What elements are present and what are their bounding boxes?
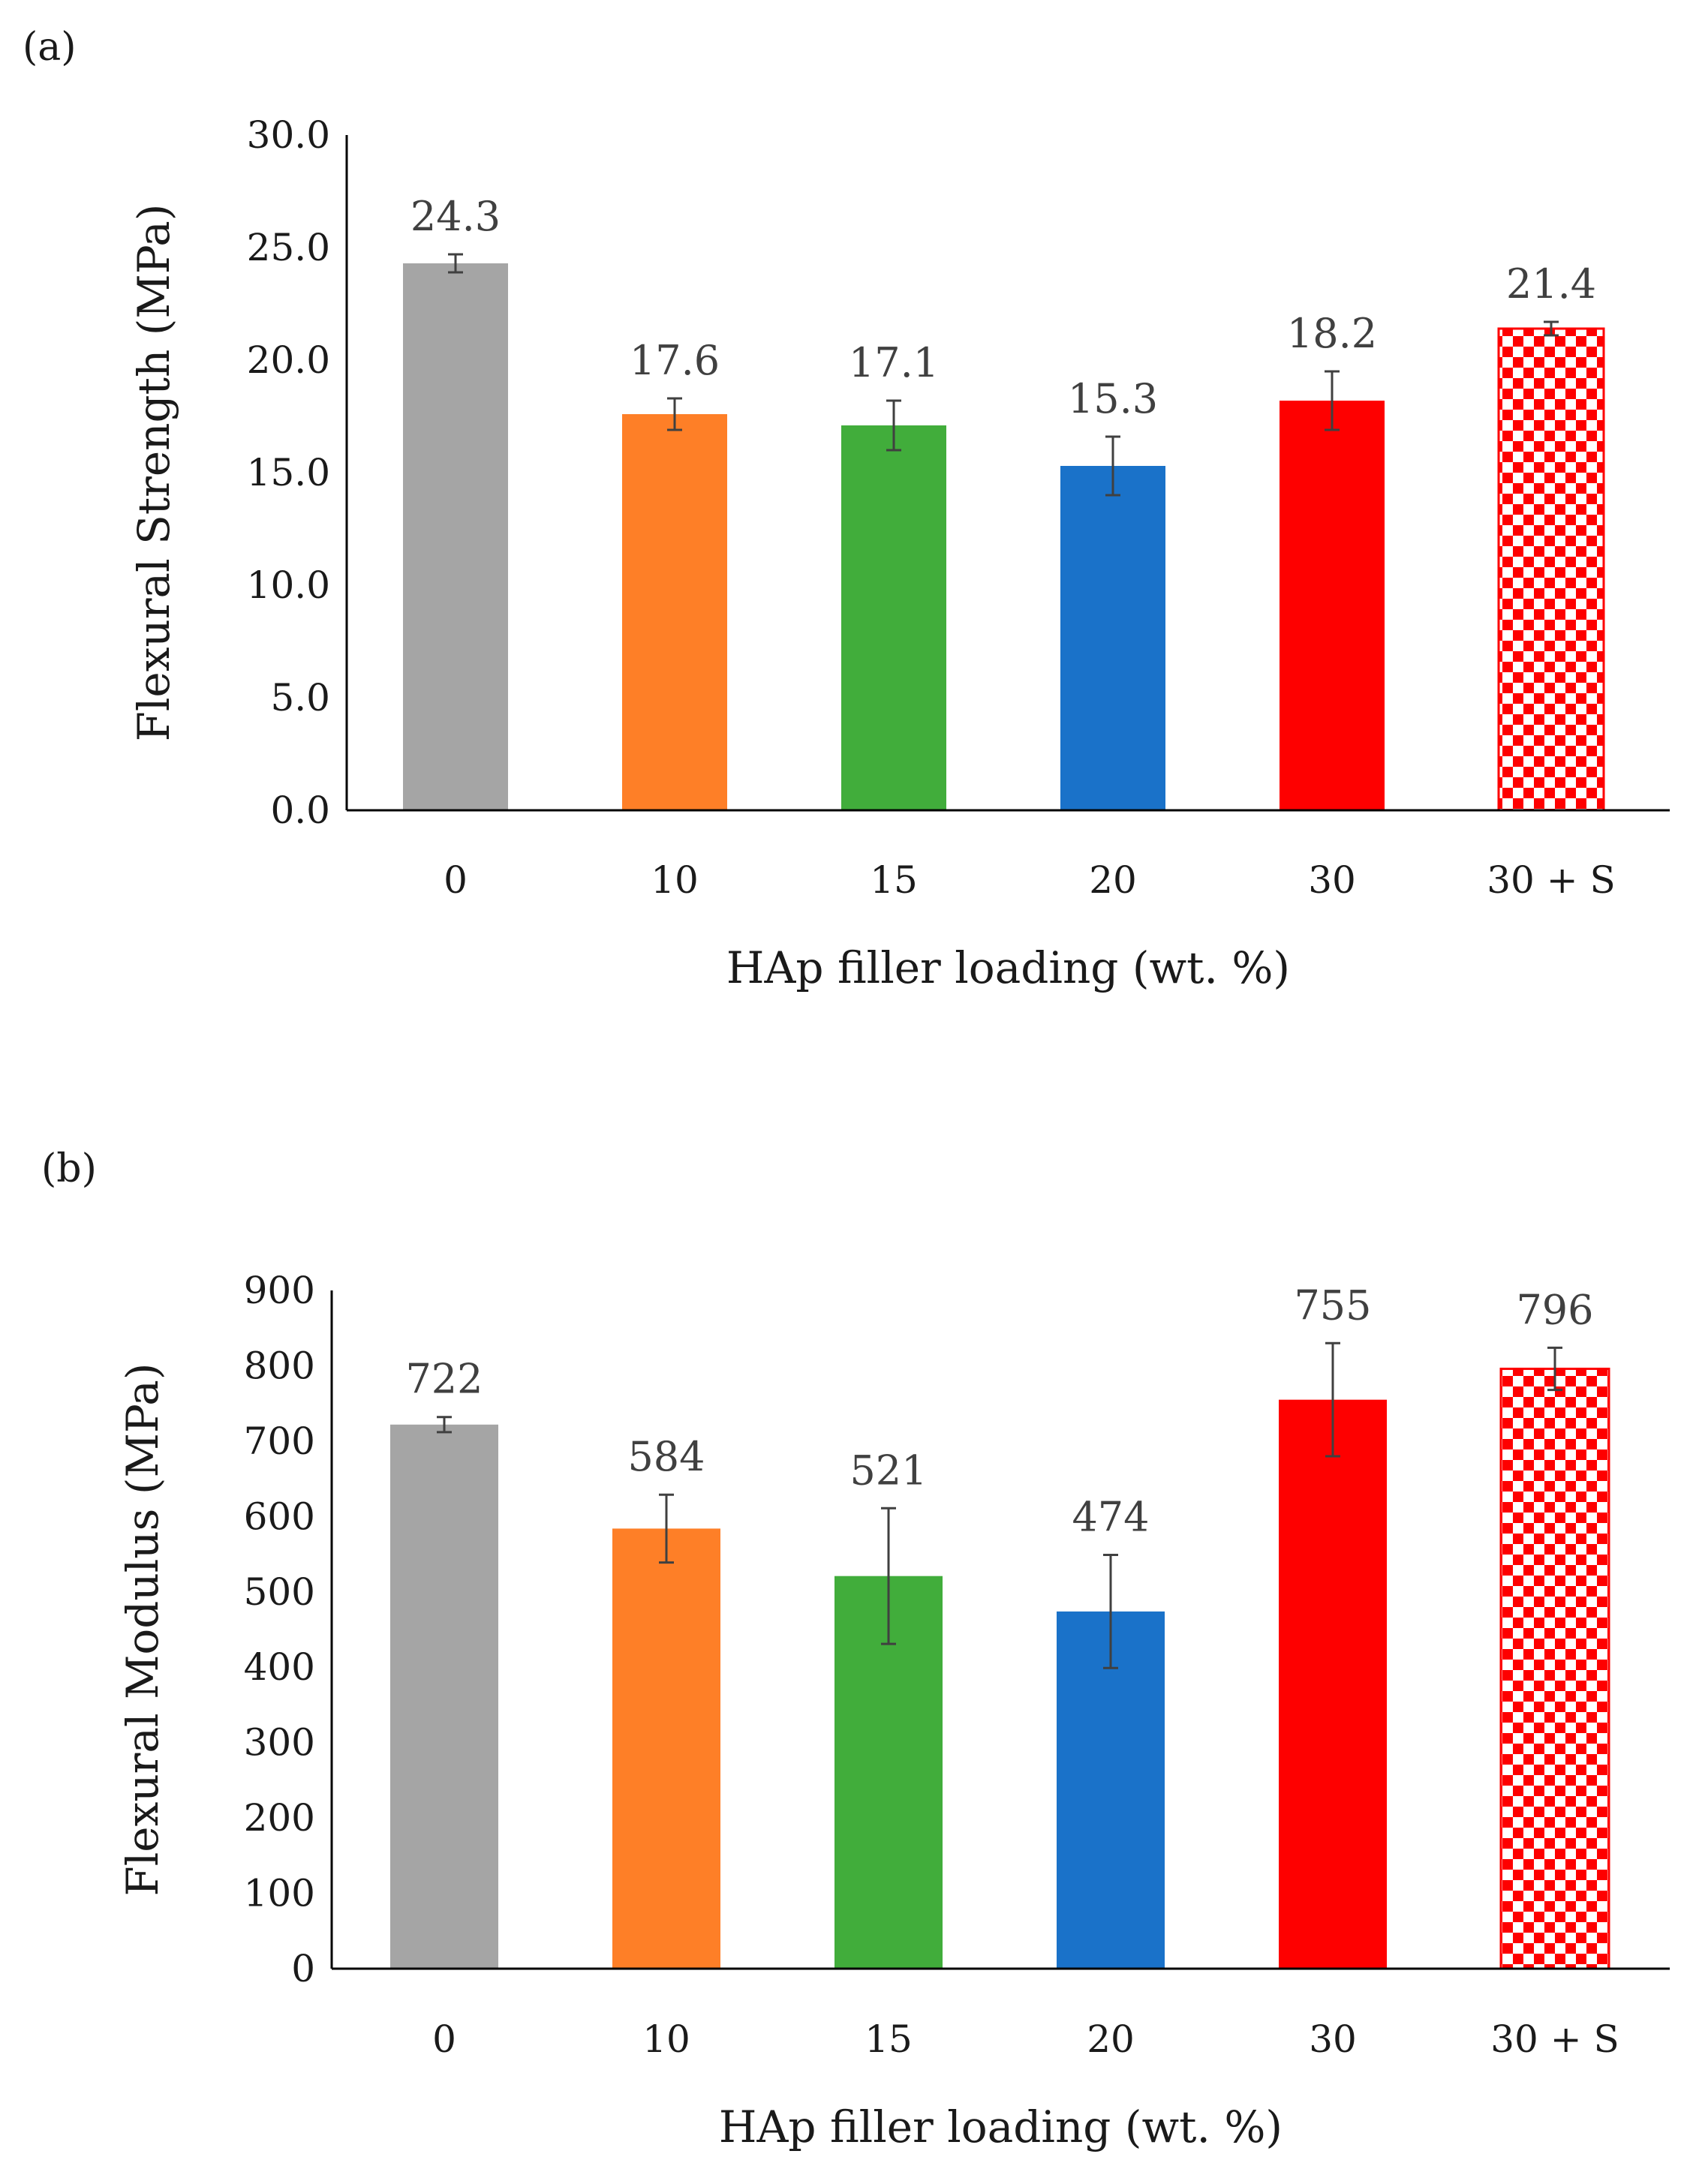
bar — [390, 1424, 498, 1969]
x-tick-label: 30 + S — [1490, 2017, 1619, 2061]
x-tick-label: 20 — [1087, 2017, 1135, 2061]
x-axis-title: HAp filler loading (wt. %) — [719, 2101, 1283, 2152]
x-tick-label: 20 — [1089, 858, 1137, 902]
y-tick-label: 400 — [244, 1645, 315, 1689]
x-tick-label: 30 + S — [1487, 858, 1616, 902]
data-label: 17.1 — [849, 339, 939, 386]
y-tick-label: 900 — [244, 1269, 315, 1312]
y-tick-label: 25.0 — [247, 226, 330, 269]
error-bar — [1325, 1341, 1340, 1458]
panel-b-flexural-modulus-chart: (b) 0 100 200 300 400 500 600 700 800 900 722 0 584 10… — [41, 1146, 1670, 2152]
y-tick-label: 30.0 — [247, 113, 330, 157]
y-tick-label: 300 — [244, 1721, 315, 1765]
error-bar — [667, 397, 682, 431]
bar — [1060, 466, 1165, 810]
data-label: 755 — [1294, 1281, 1371, 1329]
bar — [612, 1528, 720, 1969]
bar — [1280, 401, 1385, 810]
error-bar — [437, 1416, 452, 1434]
error-bar — [886, 399, 901, 452]
bar — [1279, 1399, 1387, 1969]
data-label: 722 — [405, 1356, 483, 1403]
x-tick-label: 15 — [865, 2017, 913, 2061]
bar — [1499, 1367, 1610, 1970]
error-bar — [1103, 1554, 1118, 1669]
panel-label: (a) — [23, 25, 77, 70]
y-tick-label: 500 — [244, 1570, 315, 1614]
x-tick-label: 10 — [651, 858, 699, 902]
y-tick-label: 5.0 — [270, 676, 330, 719]
y-tick-label: 600 — [244, 1495, 315, 1538]
data-label: 24.3 — [410, 193, 501, 240]
x-tick-label: 10 — [642, 2017, 690, 2061]
bar — [403, 263, 508, 810]
bar — [1497, 327, 1605, 812]
x-tick-label: 0 — [432, 2017, 456, 2061]
panel-label: (b) — [41, 1146, 97, 1191]
data-label: 18.2 — [1287, 310, 1377, 357]
x-tick-label: 30 — [1309, 2017, 1357, 2061]
panel-a-flexural-strength-chart: (a) 0.0 5.0 10.0 15.0 20.0 25.0 30.0 24.3 0 17.6 10… — [23, 25, 1670, 993]
error-bar — [1544, 320, 1559, 337]
y-tick-label: 100 — [244, 1872, 315, 1915]
error-bar — [1105, 435, 1120, 497]
data-label: 21.4 — [1506, 260, 1596, 308]
data-label: 474 — [1072, 1494, 1149, 1541]
data-label: 584 — [627, 1433, 705, 1480]
x-tick-label: 0 — [444, 858, 468, 902]
data-label: 15.3 — [1068, 375, 1158, 422]
error-bar — [1325, 370, 1340, 431]
data-label: 796 — [1516, 1286, 1593, 1333]
bar — [841, 425, 946, 810]
x-tick-label: 30 — [1308, 858, 1356, 902]
data-label: 521 — [850, 1446, 927, 1494]
data-label: 17.6 — [630, 337, 720, 384]
y-tick-label: 0.0 — [270, 789, 330, 832]
error-bar — [881, 1507, 896, 1645]
y-axis-title: Flexural Strength (MPa) — [128, 204, 179, 742]
bar — [622, 414, 727, 810]
y-tick-label: 0 — [291, 1947, 315, 1990]
error-bar — [448, 253, 463, 274]
y-tick-label: 10.0 — [247, 563, 330, 607]
y-tick-label: 200 — [244, 1796, 315, 1840]
x-tick-label: 15 — [870, 858, 918, 902]
bar — [1057, 1611, 1165, 1969]
x-axis-title: HAp filler loading (wt. %) — [726, 942, 1290, 993]
error-bar — [1547, 1346, 1562, 1392]
y-tick-label: 15.0 — [247, 451, 330, 494]
y-axis-title: Flexural Modulus (MPa) — [117, 1362, 168, 1896]
y-tick-label: 20.0 — [247, 338, 330, 382]
y-tick-label: 800 — [244, 1344, 315, 1387]
error-bar — [659, 1493, 674, 1564]
y-tick-label: 700 — [244, 1419, 315, 1463]
